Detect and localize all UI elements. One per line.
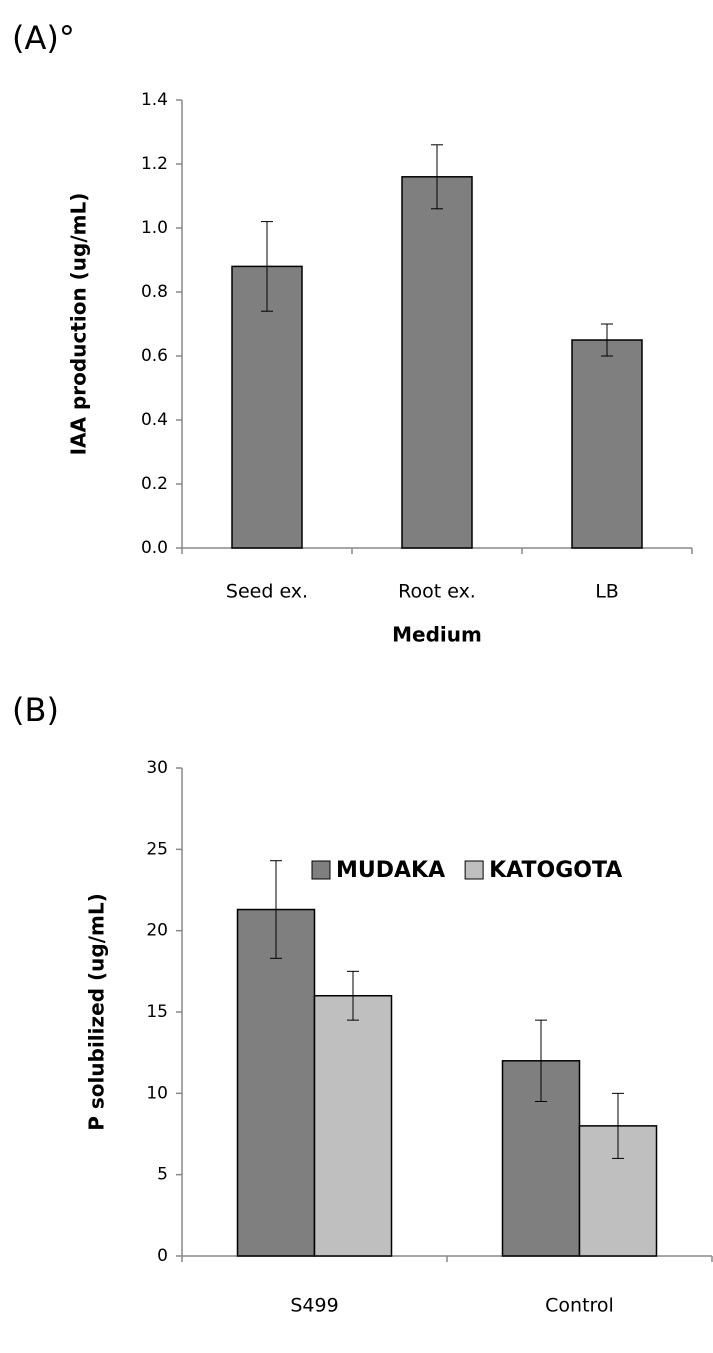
panel-label: (A)° (12, 19, 75, 57)
y-tick-label: 1.4 (141, 90, 168, 110)
bar (313, 994, 393, 1257)
bar (231, 265, 303, 549)
y-tick-label: 0.6 (141, 346, 168, 366)
x-tick-label: LB (595, 581, 619, 603)
panel-label: (B) (12, 691, 59, 729)
y-tick-label: 0.0 (141, 538, 168, 558)
error-bar (601, 323, 613, 357)
error-bar (431, 144, 443, 210)
x-tick-label: Root ex. (398, 581, 476, 603)
error-bar (270, 860, 282, 959)
y-axis-label: IAA production (ug/mL) (67, 193, 91, 456)
y-tick-label: 25 (146, 839, 168, 859)
x-axis-label: Medium (392, 623, 482, 647)
y-tick-label: 1.0 (141, 218, 168, 238)
y-tick-label: 15 (146, 1002, 168, 1022)
legend-swatch (311, 860, 331, 880)
bar (236, 908, 316, 1257)
x-tick-label: Seed ex. (226, 581, 308, 603)
error-bar (347, 970, 359, 1021)
y-tick-label: 0.2 (141, 474, 168, 494)
y-tick-label: 0.8 (141, 282, 168, 302)
x-tick-label: S499 (290, 1295, 338, 1317)
y-tick-label: 30 (146, 758, 168, 778)
y-tick-label: 10 (146, 1083, 168, 1103)
bar (571, 339, 643, 549)
x-tick-label: Control (545, 1295, 614, 1317)
error-bar (612, 1092, 624, 1159)
y-tick-label: 5 (157, 1165, 168, 1185)
y-tick-label: 1.2 (141, 154, 168, 174)
y-tick-label: 20 (146, 921, 168, 941)
error-bar (535, 1019, 547, 1102)
error-bar (261, 221, 273, 312)
bar (401, 176, 473, 549)
legend-swatch (464, 860, 484, 880)
y-tick-label: 0.4 (141, 410, 168, 430)
legend-label: MUDAKA (336, 858, 445, 883)
legend-label: KATOGOTA (489, 858, 622, 883)
y-tick-label: 0 (157, 1246, 168, 1266)
y-axis-label: P solubilized (ug/mL) (85, 893, 109, 1130)
